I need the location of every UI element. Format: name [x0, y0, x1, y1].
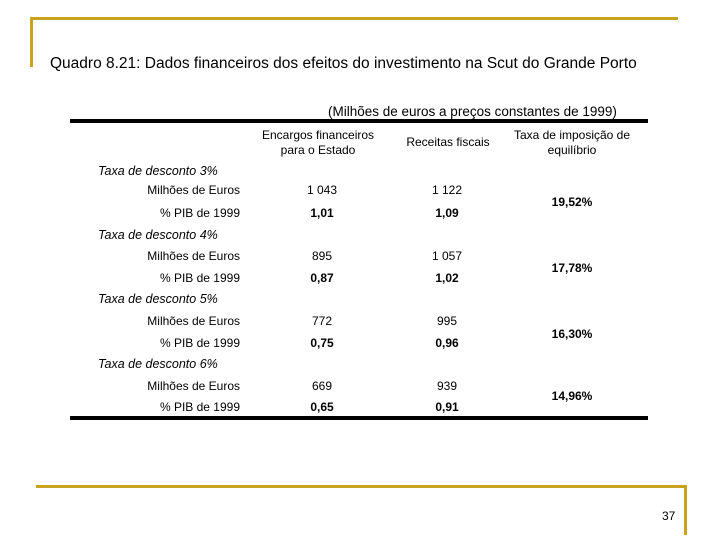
receitas-pib: 1,09: [435, 206, 459, 220]
table-top-rule: [70, 119, 648, 123]
header-encargos: Encargos financeiros para o Estado: [248, 128, 388, 158]
encargos-pib: 0,87: [310, 271, 334, 285]
encargos-milhoes: 669: [311, 379, 333, 393]
equilibrium-rate: 14,96%: [551, 389, 593, 403]
receitas-milhoes: 939: [436, 379, 458, 393]
slide-title: Quadro 8.21: Dados financeiros dos efeit…: [50, 55, 637, 72]
receitas-milhoes: 995: [436, 314, 458, 328]
row-label-pib: % PIB de 1999: [159, 336, 240, 350]
equilibrium-rate: 19,52%: [551, 195, 593, 209]
encargos-milhoes: 772: [311, 314, 333, 328]
group-label: Taxa de desconto 5%: [98, 292, 218, 306]
row-label-milhoes: Milhões de Euros: [147, 249, 240, 263]
row-label-milhoes: Milhões de Euros: [147, 379, 240, 393]
encargos-pib: 1,01: [310, 206, 334, 220]
encargos-milhoes: 895: [311, 249, 333, 263]
left-accent-line: [30, 17, 33, 67]
row-label-milhoes: Milhões de Euros: [147, 314, 240, 328]
header-taxa-line1: Taxa de imposição de: [513, 128, 631, 142]
group-label: Taxa de desconto 3%: [98, 164, 218, 178]
equilibrium-rate: 17,78%: [551, 261, 593, 275]
encargos-pib: 0,65: [310, 400, 334, 414]
header-encargos-line2: para o Estado: [280, 143, 356, 157]
group-label: Taxa de desconto 6%: [98, 357, 218, 371]
receitas-pib: 1,02: [435, 271, 459, 285]
header-taxa-line2: equilíbrio: [547, 143, 597, 157]
page-number: 37: [662, 509, 676, 523]
header-encargos-line1: Encargos financeiros: [261, 128, 375, 142]
receitas-pib: 0,96: [435, 336, 459, 350]
equilibrium-rate: 16,30%: [551, 327, 593, 341]
encargos-milhoes: 1 043: [306, 183, 338, 197]
row-label-pib: % PIB de 1999: [159, 271, 240, 285]
bottom-accent-line: [36, 485, 684, 488]
row-label-pib: % PIB de 1999: [159, 206, 240, 220]
row-label-pib: % PIB de 1999: [159, 400, 240, 414]
table-units-note: (Milhões de euros a preços constantes de…: [328, 104, 617, 119]
row-label-milhoes: Milhões de Euros: [147, 183, 240, 197]
right-accent-line: [684, 485, 687, 535]
header-receitas: Receitas fiscais: [406, 135, 490, 149]
header-taxa: Taxa de imposição de equilíbrio: [502, 128, 642, 158]
table-bottom-rule: [70, 416, 648, 420]
receitas-milhoes: 1 122: [431, 183, 463, 197]
encargos-pib: 0,75: [310, 336, 334, 350]
top-accent-line: [30, 17, 678, 20]
group-label: Taxa de desconto 4%: [98, 228, 218, 242]
receitas-pib: 0,91: [435, 400, 459, 414]
receitas-milhoes: 1 057: [431, 249, 463, 263]
